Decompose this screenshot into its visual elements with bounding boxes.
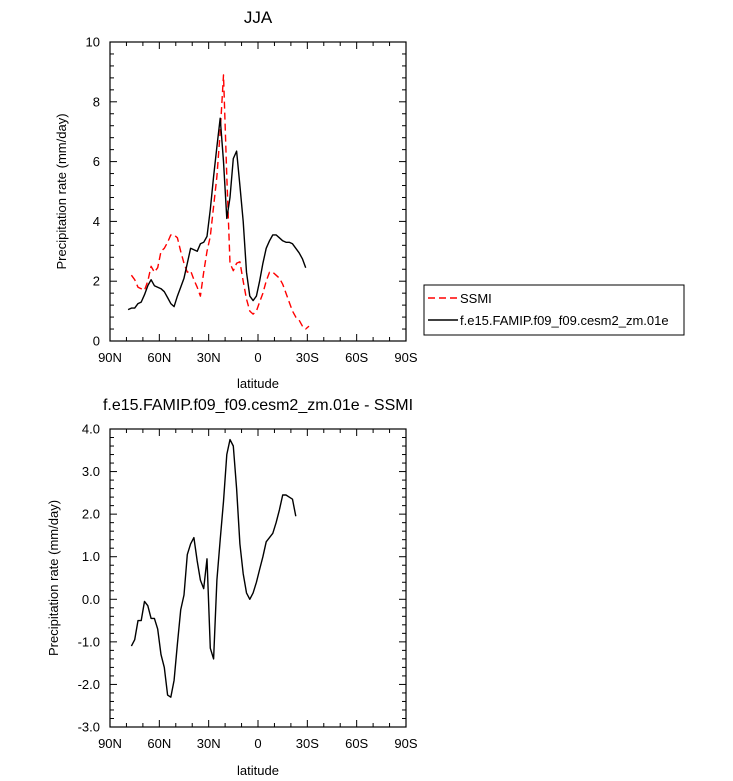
series-line-model xyxy=(127,117,307,311)
y-tick-label: 6 xyxy=(93,154,100,169)
y-tick-label: -2.0 xyxy=(78,677,100,692)
legend-label: f.e15.FAMIP.f09_f09.cesm2_zm.01e xyxy=(460,313,669,328)
x-axis-label: latitude xyxy=(237,376,279,391)
chart-title: f.e15.FAMIP.f09_f09.cesm2_zm.01e - SSMI xyxy=(103,397,413,414)
y-tick-label: -3.0 xyxy=(78,720,100,735)
x-tick-label: 60S xyxy=(345,350,368,365)
y-tick-label: 3.0 xyxy=(82,464,100,479)
x-tick-label: 0 xyxy=(254,736,261,751)
y-tick-label: -1.0 xyxy=(78,634,100,649)
series-line-model xyxy=(130,438,297,698)
x-tick-label: 60S xyxy=(345,736,368,751)
x-axis-label: latitude xyxy=(237,763,279,778)
y-tick-label: 4 xyxy=(93,214,100,229)
y-tick-label: 2.0 xyxy=(82,507,100,522)
x-tick-label: 90S xyxy=(394,350,417,365)
legend-box xyxy=(423,284,685,336)
y-axis-label: Precipitation rate (mm/day) xyxy=(54,113,69,269)
x-tick-label: 30S xyxy=(296,736,319,751)
x-tick-label: 0 xyxy=(254,350,261,365)
legend: SSMI f.e15.FAMIP.f09_f09.cesm2_zm.01e xyxy=(423,284,685,336)
x-tick-label: 90N xyxy=(98,350,122,365)
x-tick-label: 30S xyxy=(296,350,319,365)
y-tick-label: 2 xyxy=(93,274,100,289)
y-tick-label: 1.0 xyxy=(82,549,100,564)
chart-panel-2: f.e15.FAMIP.f09_f09.cesm2_zm.01e - SSMI 9… xyxy=(46,397,418,778)
x-tick-label: 90N xyxy=(98,736,122,751)
plot-frame xyxy=(109,41,407,342)
y-tick-label: 8 xyxy=(93,94,100,109)
series-line-ssmi xyxy=(130,74,310,330)
y-tick-label: 0 xyxy=(93,334,100,349)
chart-panel-1: JJA 90N 60N 30N 0 30S 60S 90S 0 2 4 6 8 10 latitude Pre… xyxy=(54,8,685,391)
y-axis-label: Precipitation rate (mm/day) xyxy=(46,500,61,656)
x-tick-label: 30N xyxy=(197,736,221,751)
x-tick-label: 60N xyxy=(147,350,171,365)
chart-title: JJA xyxy=(244,8,273,27)
legend-label: SSMI xyxy=(460,291,492,306)
y-tick-label: 0.0 xyxy=(82,592,100,607)
y-tick-label: 4.0 xyxy=(82,422,100,437)
x-tick-label: 30N xyxy=(197,350,221,365)
x-tick-label: 60N xyxy=(147,736,171,751)
x-tick-label: 90S xyxy=(394,736,417,751)
y-tick-label: 10 xyxy=(86,35,100,50)
